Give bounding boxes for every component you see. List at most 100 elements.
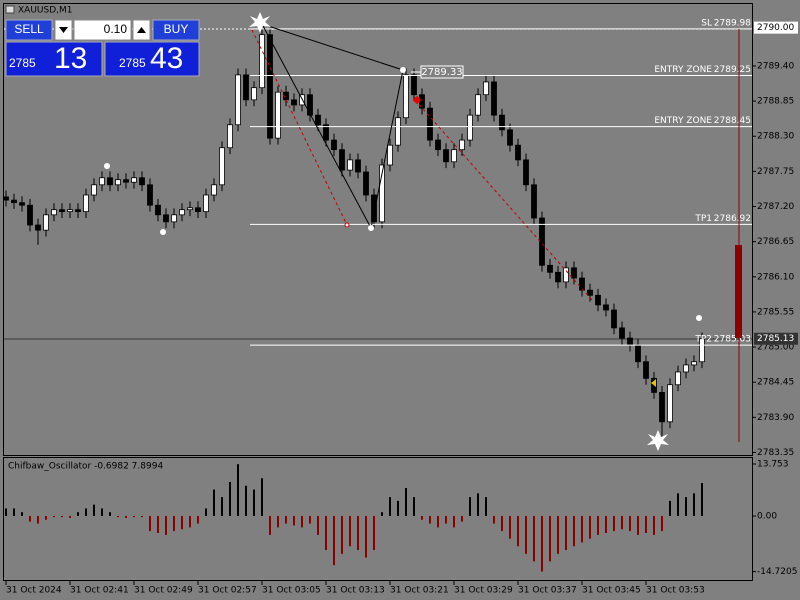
candle-body bbox=[243, 74, 249, 101]
oscillator-bar bbox=[253, 489, 255, 516]
y-tick-label: 2787.75 bbox=[757, 167, 794, 177]
candle-body bbox=[115, 179, 121, 186]
point bbox=[344, 222, 350, 228]
candle-body bbox=[635, 344, 641, 363]
oscillator-bar bbox=[469, 497, 471, 516]
lot-value: 0.10 bbox=[104, 22, 128, 36]
oscillator-bar bbox=[261, 478, 263, 516]
candle-body bbox=[595, 294, 601, 306]
x-tick-label: 31 Oct 03:53 bbox=[646, 586, 705, 596]
candle-body bbox=[155, 204, 161, 216]
oscillator-bar bbox=[141, 515, 143, 518]
candle-body bbox=[387, 144, 393, 166]
oscillator-bar bbox=[589, 515, 591, 539]
candle-body bbox=[451, 149, 457, 163]
candle-body bbox=[355, 159, 361, 173]
y-tick-label: -14.7205 bbox=[757, 567, 797, 577]
candle-body bbox=[131, 177, 137, 183]
candle-body bbox=[571, 267, 577, 279]
star bbox=[249, 12, 271, 33]
arrow-up bbox=[137, 27, 146, 33]
bid-small: 13 bbox=[54, 42, 87, 75]
oscillator-bar bbox=[677, 493, 679, 516]
oscillator-bar bbox=[357, 515, 359, 551]
candle-body bbox=[307, 94, 313, 116]
oscillator-bar bbox=[325, 515, 327, 551]
candle-body bbox=[475, 94, 481, 116]
candle-body bbox=[667, 384, 673, 423]
candle-body bbox=[83, 194, 89, 213]
oscillator-bar bbox=[629, 515, 631, 532]
bid-box[interactable] bbox=[5, 41, 103, 77]
oscillator-bar bbox=[693, 493, 695, 516]
level-name: ENTRY ZONE bbox=[654, 65, 712, 75]
oscillator-bar bbox=[397, 500, 399, 516]
x-tick-label: 31 Oct 2024 bbox=[6, 586, 62, 596]
sell-button[interactable] bbox=[5, 19, 53, 41]
oscillator-bar bbox=[421, 515, 423, 520]
oscillator-bar bbox=[557, 515, 559, 554]
oscillator-bar bbox=[197, 515, 199, 524]
candle-body bbox=[395, 117, 401, 146]
candle-body bbox=[443, 149, 449, 163]
candle-body bbox=[187, 207, 193, 211]
level-value: 2788.45 bbox=[714, 116, 751, 126]
lot-input[interactable] bbox=[73, 19, 132, 41]
candle-body bbox=[499, 114, 505, 131]
symbol-icon bbox=[5, 5, 15, 14]
oscillator-bar bbox=[437, 515, 439, 528]
candle-body bbox=[459, 139, 465, 151]
candle-body bbox=[507, 129, 513, 146]
y-tick-label: 2783.90 bbox=[757, 413, 794, 423]
candle-body bbox=[531, 184, 537, 219]
level-name: TP1 bbox=[694, 214, 712, 224]
candle-body bbox=[291, 99, 297, 106]
y-tick-label: 2783.35 bbox=[757, 448, 794, 458]
level-name: TP2 bbox=[694, 335, 712, 345]
oscillator-bar bbox=[413, 497, 415, 516]
oscillator-bar bbox=[21, 512, 23, 516]
x-tick-label: 31 Oct 03:29 bbox=[454, 586, 513, 596]
oscillator-bar bbox=[53, 515, 55, 518]
buy-button[interactable] bbox=[152, 19, 200, 41]
price-marker bbox=[754, 332, 798, 345]
candle-body bbox=[675, 371, 681, 386]
candle-body bbox=[379, 164, 385, 223]
candle-body bbox=[11, 199, 17, 204]
oscillator-bar bbox=[653, 515, 655, 535]
oscillator-bar bbox=[613, 515, 615, 532]
price-marker-label: 2785.13 bbox=[757, 334, 794, 344]
point bbox=[368, 225, 374, 231]
candle-body bbox=[51, 209, 57, 216]
oscillator-bar bbox=[125, 515, 127, 518]
candle-body bbox=[315, 114, 321, 126]
candle-body bbox=[171, 214, 177, 223]
oscillator-bar bbox=[85, 508, 87, 516]
ask-box[interactable] bbox=[104, 41, 200, 77]
level-value: 2785.03 bbox=[714, 335, 751, 345]
point bbox=[400, 67, 406, 73]
candle-body bbox=[579, 277, 585, 291]
price-marker bbox=[754, 21, 798, 34]
y-tick-label: 2786.65 bbox=[757, 237, 794, 247]
oscillator-bar bbox=[373, 515, 375, 551]
oscillator-bar bbox=[493, 515, 495, 524]
oscillator-bar bbox=[349, 515, 351, 547]
oscillator-bar bbox=[525, 515, 527, 554]
oscillator-bar bbox=[213, 489, 215, 516]
candle-body bbox=[123, 179, 129, 183]
oscillator-bar bbox=[533, 515, 535, 562]
candle-body bbox=[43, 214, 49, 231]
pattern-line bbox=[261, 23, 404, 71]
oscillator-bar bbox=[37, 515, 39, 524]
candle-body bbox=[627, 337, 633, 346]
y-tick-label: 2785.00 bbox=[757, 343, 794, 353]
arrow bbox=[651, 379, 656, 387]
oscillator-bar bbox=[157, 515, 159, 534]
oscillator-bar bbox=[181, 515, 183, 530]
oscillator-bar bbox=[621, 515, 623, 530]
candle-body bbox=[515, 144, 521, 161]
price-marker-label: 2790.00 bbox=[757, 23, 794, 33]
point bbox=[160, 229, 166, 235]
